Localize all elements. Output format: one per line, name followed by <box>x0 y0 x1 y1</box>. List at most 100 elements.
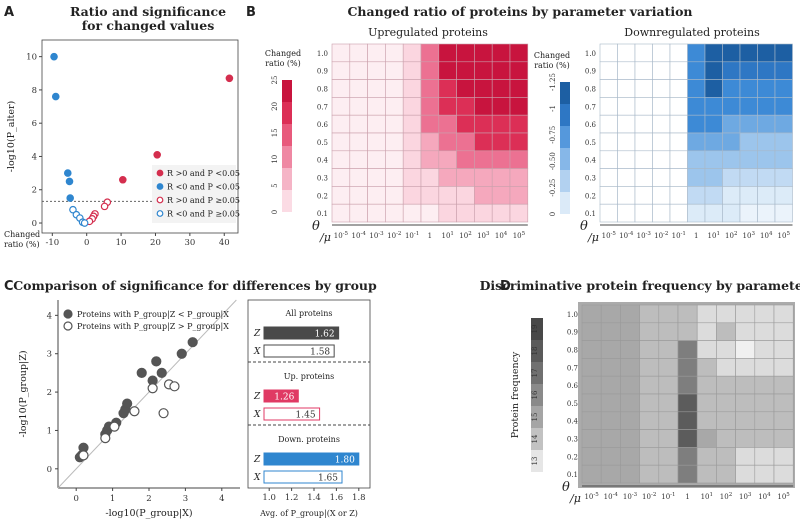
heatmap-cell <box>581 304 602 324</box>
heatmap-cell <box>331 168 351 187</box>
heatmap-cell <box>774 132 793 152</box>
heatmap-cell <box>385 168 404 187</box>
heatmap-cell <box>600 464 621 484</box>
panel-label-c: C <box>4 279 14 294</box>
heatmap-cell <box>773 304 794 324</box>
mu-tick-label: 10-4 <box>619 231 634 240</box>
heatmap-cell <box>600 340 621 359</box>
heatmap-cell <box>722 114 741 134</box>
heatmap-cell <box>735 447 756 466</box>
heatmap-cell <box>774 203 793 223</box>
heatmap-cell <box>704 61 723 80</box>
heatmap-cell <box>420 114 440 134</box>
heatmap-cell <box>331 132 351 152</box>
panel-label-a: A <box>4 5 14 20</box>
mu-tick-label: 10-4 <box>352 231 367 240</box>
heatmap-cell <box>652 43 671 63</box>
mu-tick-label: 10-1 <box>405 231 419 240</box>
heatmap-cell <box>774 97 793 116</box>
y-tick-label: 8 <box>32 86 37 96</box>
heatmap-cell <box>438 132 457 152</box>
heatmap-cell <box>652 97 671 116</box>
heatmap-cell <box>349 132 368 152</box>
heatmap-cell <box>722 43 741 63</box>
heatmap-cell <box>331 114 351 134</box>
mu-tick-label: 10-3 <box>623 492 638 501</box>
heatmap-cell <box>687 150 706 169</box>
heatmap-cell <box>491 97 511 116</box>
heatmap-cell <box>716 464 736 484</box>
heatmap-cell <box>716 322 736 341</box>
mu-tick-label: 103 <box>477 231 490 240</box>
heatmap-cell <box>754 429 775 448</box>
colorbar-segment <box>531 406 543 428</box>
data-point <box>153 151 161 159</box>
heatmap-cell <box>581 375 602 395</box>
y-tick-label: 4 <box>47 311 52 321</box>
heatmap-cell <box>456 168 475 187</box>
heatmap-cell <box>735 340 756 359</box>
heatmap-cell <box>773 340 794 359</box>
heatmap-cell <box>773 429 794 448</box>
data-point <box>78 450 89 461</box>
heatmap-cell <box>349 43 368 63</box>
heatmap-cell <box>367 186 386 205</box>
x-tick-label: -10 <box>45 238 59 248</box>
heatmap-cell <box>652 61 671 80</box>
heatmap-cell <box>754 411 775 430</box>
heatmap-cell <box>385 61 404 80</box>
heatmap-cell <box>739 203 758 223</box>
heatmap-cell <box>599 114 618 134</box>
heatmap-cell <box>509 132 529 152</box>
mu-tick-label: 10-4 <box>604 492 619 501</box>
group-title: Up. proteins <box>284 372 334 381</box>
heatmap-cell <box>456 97 475 116</box>
y-tick-label: 0 <box>47 465 52 475</box>
heatmap-cell <box>474 114 493 134</box>
heatmap-cell <box>474 61 493 80</box>
x-tick-label: 4 <box>219 494 224 504</box>
heatmap-cell <box>677 447 698 466</box>
bar-value-label: 1.26 <box>274 393 294 403</box>
chart-b-up: 1.00.90.80.70.60.50.40.30.20.110-5 10-4 10… <box>265 43 529 244</box>
heatmap-cell <box>696 340 717 359</box>
heatmap-cell <box>658 429 679 448</box>
heatmap-cell <box>658 447 679 466</box>
heatmap-cell <box>677 358 698 377</box>
theta-axis-label: θ <box>562 480 570 495</box>
heatmap-cell <box>438 61 457 80</box>
heatmap-cell <box>677 429 698 448</box>
heatmap-cell <box>385 150 404 169</box>
data-point <box>187 337 198 348</box>
data-point <box>176 348 187 359</box>
heatmap-cell <box>331 61 351 80</box>
heatmap-cell <box>581 358 602 377</box>
heatmap-cell <box>349 79 368 98</box>
data-point <box>100 202 109 211</box>
legend-marker <box>63 309 73 319</box>
x-tick-label: 20 <box>150 238 161 248</box>
heatmap-cell <box>722 97 741 116</box>
x-tick-label: 1.2 <box>285 493 299 503</box>
heatmap-cell <box>739 150 758 169</box>
heatmap-cell <box>704 150 723 169</box>
heatmap-cell <box>385 97 404 116</box>
colorbar-segment <box>560 170 570 192</box>
heatmap-cell <box>349 97 368 116</box>
heatmap-cell <box>722 61 741 80</box>
heatmap-cell <box>652 168 671 187</box>
heatmap-cell <box>634 203 653 223</box>
colorbar-label-2: ratio (%) <box>265 59 301 68</box>
colorbar-label: Protein frequency <box>510 351 521 438</box>
heatmap-cell <box>634 79 653 98</box>
heatmap-cell <box>474 203 493 223</box>
theta-axis-label: θ <box>312 219 320 234</box>
legend-label: R >0 and P <0.05 <box>167 169 240 178</box>
heatmap-cell <box>754 375 775 395</box>
heatmap-cell <box>367 61 386 80</box>
group-title: All proteins <box>285 309 333 318</box>
heatmap-cell <box>634 114 653 134</box>
heatmap-cell <box>687 132 706 152</box>
colorbar-tick-label: 13 <box>531 457 539 466</box>
heatmap-cell <box>669 61 688 80</box>
